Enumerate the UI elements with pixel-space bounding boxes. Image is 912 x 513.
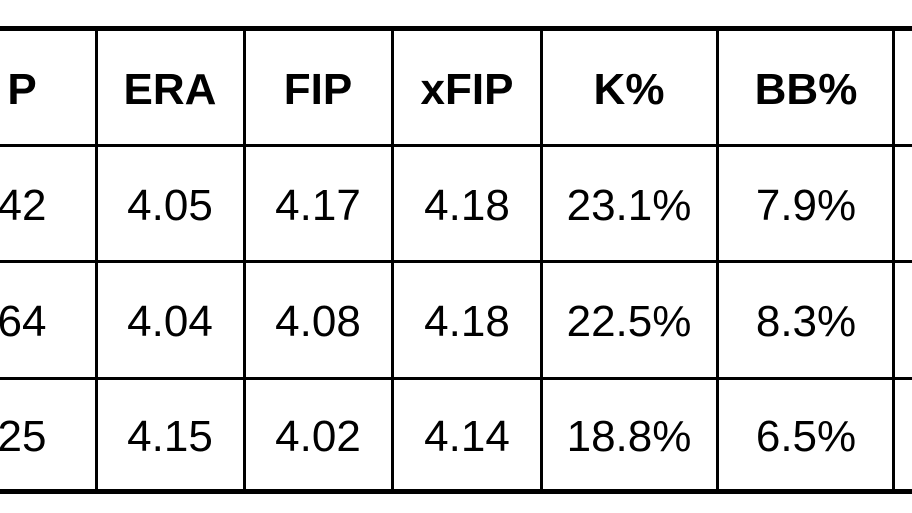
data-cell: 4.15 bbox=[127, 412, 213, 461]
row-line bbox=[0, 144, 912, 147]
data-cell: 64 bbox=[0, 297, 47, 346]
column-line bbox=[95, 28, 98, 494]
data-cell: 4.17 bbox=[275, 181, 361, 230]
column-line bbox=[391, 28, 394, 494]
data-cell: 4.18 bbox=[424, 297, 510, 346]
data-cell: 6.5% bbox=[755, 412, 857, 461]
column-line bbox=[892, 28, 895, 494]
data-cell: 4.05 bbox=[127, 181, 213, 230]
data-cell: 4.04 bbox=[127, 297, 213, 346]
table-border bbox=[0, 26, 912, 31]
header-cell: ERA bbox=[123, 65, 217, 114]
data-cell: 23.1% bbox=[566, 181, 692, 230]
data-cell: 18.8% bbox=[566, 412, 692, 461]
header-cell: K% bbox=[593, 65, 665, 114]
data-cell: 42 bbox=[0, 181, 47, 230]
header-cell: xFIP bbox=[420, 65, 514, 114]
column-line bbox=[243, 28, 246, 494]
data-cell: 4.08 bbox=[275, 297, 361, 346]
header-cell: FIP bbox=[283, 65, 353, 114]
data-cell: 25 bbox=[0, 412, 47, 461]
data-cell: 7.9% bbox=[755, 181, 857, 230]
header-cell: BB% bbox=[754, 65, 858, 114]
data-cell: 4.18 bbox=[424, 181, 510, 230]
row-line bbox=[0, 260, 912, 263]
row-line bbox=[0, 377, 912, 380]
data-cell: 4.02 bbox=[275, 412, 361, 461]
column-line bbox=[716, 28, 719, 494]
data-cell: 4.14 bbox=[424, 412, 510, 461]
data-cell: 8.3% bbox=[755, 297, 857, 346]
table-border bbox=[0, 489, 912, 494]
data-cell: 22.5% bbox=[566, 297, 692, 346]
header-cell: P bbox=[7, 65, 37, 114]
column-line bbox=[540, 28, 543, 494]
